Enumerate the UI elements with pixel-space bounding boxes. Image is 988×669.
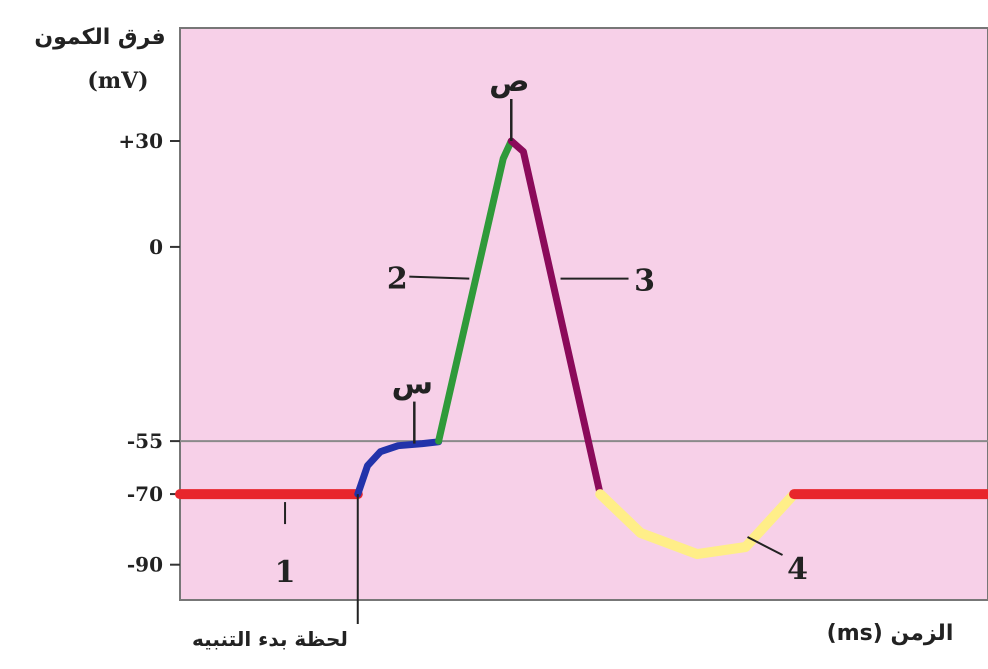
point-s-label: س bbox=[392, 367, 433, 402]
point-sad-label: ص bbox=[489, 64, 529, 99]
phase-2-leader bbox=[409, 275, 470, 280]
y-axis-unit: (mV) bbox=[87, 68, 148, 94]
segment-local-depolarization bbox=[354, 438, 443, 498]
y-axis-title: فرق الكمون bbox=[34, 25, 165, 50]
y-tick-label: -90 bbox=[127, 553, 163, 577]
y-ticks: +30 0 -55 -70 -90 bbox=[118, 129, 180, 577]
stimulus-label: لحظة بدء التنبيه bbox=[192, 627, 348, 651]
phase-1-label: 1 bbox=[275, 555, 296, 590]
phase-3-label: 3 bbox=[634, 264, 655, 299]
segment-hyperpolarization bbox=[595, 489, 800, 560]
phase-2-label: 2 bbox=[387, 262, 408, 297]
segment-repolarization bbox=[507, 137, 604, 498]
phase-4-leader bbox=[747, 536, 783, 556]
annotations: س ص 1 2 3 4 bbox=[275, 64, 808, 590]
segment-depolarization bbox=[435, 137, 515, 445]
y-tick-label: +30 bbox=[118, 129, 163, 153]
x-axis-title: الزمن (ms) bbox=[827, 621, 954, 646]
y-tick-label: -55 bbox=[127, 429, 163, 453]
y-tick-label: -70 bbox=[127, 482, 163, 506]
curve-segments bbox=[175, 137, 988, 560]
plot-area bbox=[179, 27, 988, 601]
phase-4-label: 4 bbox=[787, 552, 808, 587]
y-tick-label: 0 bbox=[149, 235, 163, 259]
